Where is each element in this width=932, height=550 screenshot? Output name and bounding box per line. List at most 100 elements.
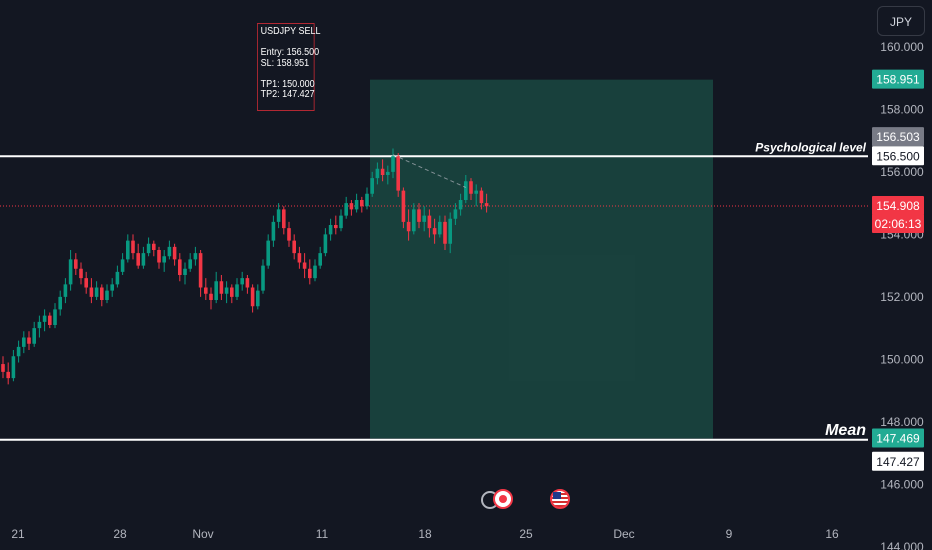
- alert-event-icon[interactable]: [493, 489, 513, 509]
- candle-body: [230, 287, 234, 297]
- candle: [401, 187, 406, 229]
- trade-note-box[interactable]: USDJPY SELL Entry: 156.500 SL: 158.951 T…: [257, 23, 320, 111]
- candle: [297, 246, 302, 269]
- us-flag-event-icon[interactable]: [550, 489, 570, 509]
- candle: [48, 312, 52, 329]
- candle: [105, 284, 109, 304]
- candle-body: [53, 309, 57, 325]
- candle: [448, 212, 452, 254]
- candle: [42, 309, 47, 332]
- candle-body: [417, 209, 421, 222]
- candle-body: [214, 281, 218, 300]
- y-tick-label: 144.000: [880, 540, 924, 550]
- candle: [287, 221, 291, 247]
- candle-body: [131, 240, 135, 254]
- candle-body: [100, 287, 104, 300]
- candle-body: [63, 284, 68, 297]
- price-label-box: [872, 127, 924, 147]
- candle-body: [120, 259, 125, 272]
- candle: [79, 262, 83, 285]
- price-label-box: [872, 69, 924, 89]
- x-tick-label: Nov: [192, 527, 213, 541]
- candle-body: [484, 203, 489, 207]
- candle-body: [178, 259, 182, 275]
- candle-body: [1, 364, 5, 372]
- candle: [412, 203, 416, 235]
- candle: [198, 250, 203, 297]
- price-label: 154.908: [872, 196, 924, 215]
- candle: [32, 321, 36, 347]
- candle-body: [448, 218, 452, 244]
- candle: [406, 209, 411, 241]
- candle-body: [27, 337, 31, 344]
- candle: [11, 350, 16, 382]
- candle: [458, 193, 463, 216]
- candle-body: [198, 253, 203, 288]
- candle-body: [48, 315, 52, 325]
- candle-body: [256, 290, 260, 307]
- candle: [219, 275, 224, 300]
- candle-body: [157, 250, 161, 263]
- y-tick-label: 156.000: [880, 165, 924, 179]
- candle: [365, 187, 369, 210]
- candle: [188, 253, 192, 272]
- candle: [479, 187, 484, 210]
- candle: [396, 153, 400, 197]
- candle: [266, 234, 270, 269]
- y-tick-label: 160.000: [880, 40, 924, 54]
- candle-body: [432, 228, 437, 235]
- candle: [146, 237, 151, 257]
- psychological-level-label: Psychological level: [755, 140, 866, 154]
- mean-label: Mean: [825, 422, 866, 439]
- x-tick-label: 16: [825, 527, 839, 541]
- candle: [282, 206, 286, 235]
- candle: [302, 253, 307, 279]
- candle: [453, 203, 458, 225]
- candle-body: [406, 221, 411, 232]
- candle: [6, 362, 10, 385]
- candle: [84, 271, 88, 294]
- candle: [16, 340, 21, 363]
- candle: [240, 271, 244, 291]
- y-tick-label: 150.000: [880, 352, 924, 366]
- currency-button[interactable]: JPY: [877, 6, 925, 36]
- candle-body: [94, 287, 99, 297]
- candle: [110, 278, 114, 297]
- x-tick-label: 18: [418, 527, 432, 541]
- price-label-text: 02:06:13: [875, 217, 922, 231]
- candle: [230, 284, 234, 304]
- candle-body: [334, 225, 338, 229]
- candle-body: [360, 200, 364, 207]
- candle: [120, 253, 125, 275]
- x-tick-label: 28: [113, 527, 127, 541]
- x-tick-label: Dec: [613, 527, 634, 541]
- candle: [100, 284, 104, 307]
- candle: [386, 165, 390, 185]
- price-label: 156.500: [872, 146, 924, 166]
- candle: [438, 215, 442, 238]
- candle-body: [162, 256, 166, 263]
- price-label: 02:06:13: [872, 214, 924, 233]
- candle: [323, 228, 328, 257]
- candle-body: [219, 281, 224, 294]
- candle: [204, 278, 208, 300]
- candle: [152, 240, 156, 257]
- candle: [360, 196, 364, 213]
- candle-body: [380, 168, 385, 175]
- candle-body: [365, 193, 369, 207]
- candle-body: [105, 290, 109, 300]
- candle-body: [282, 209, 286, 229]
- candle: [334, 215, 338, 235]
- candle-body: [172, 246, 177, 260]
- candle: [53, 303, 57, 329]
- candle-body: [276, 209, 281, 222]
- candle: [22, 331, 26, 354]
- candle-body: [422, 215, 426, 222]
- candle: [292, 234, 296, 260]
- price-label-text: 147.469: [876, 431, 920, 445]
- y-tick-label: 146.000: [880, 477, 924, 491]
- candle: [1, 356, 5, 379]
- candle-body: [261, 265, 265, 291]
- candle: [94, 281, 99, 300]
